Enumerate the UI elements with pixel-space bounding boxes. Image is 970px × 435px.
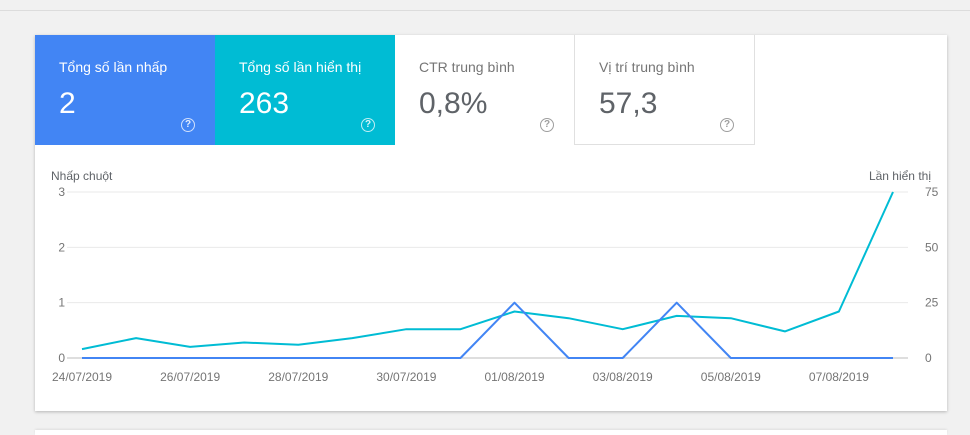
help-icon[interactable]: ?	[540, 118, 554, 132]
metric-value: 2	[59, 87, 76, 120]
x-tick-label: 07/08/2019	[809, 370, 869, 384]
metric-label: CTR trung bình	[419, 59, 515, 75]
performance-card: Tổng số lần nhấp 2 ? Tổng số lần hiển th…	[35, 35, 947, 411]
x-tick-label: 26/07/2019	[160, 370, 220, 384]
left-axis-title: Nhấp chuột	[51, 169, 113, 183]
x-tick-label: 03/08/2019	[593, 370, 653, 384]
right-axis-title: Lần hiển thị	[868, 169, 931, 183]
y-tick-label: 0	[58, 351, 65, 365]
x-tick-label: 01/08/2019	[485, 370, 545, 384]
metric-value: 0,8%	[419, 87, 488, 120]
metric-label: Tổng số lần hiển thị	[239, 59, 362, 75]
next-card-edge	[35, 430, 947, 435]
y-tick-label: 1	[58, 296, 65, 310]
help-icon[interactable]: ?	[361, 118, 375, 132]
help-icon[interactable]: ?	[720, 118, 734, 132]
x-tick-label: 30/07/2019	[376, 370, 436, 384]
y-tick-label: 3	[58, 185, 65, 199]
y-tick-label: 2	[58, 240, 65, 254]
y2-tick-label: 50	[925, 240, 939, 254]
metric-value: 57,3	[599, 87, 658, 120]
y2-tick-label: 75	[925, 185, 939, 199]
y2-tick-label: 25	[925, 296, 939, 310]
x-tick-label: 05/08/2019	[701, 370, 761, 384]
performance-chart: Nhấp chuột Lần hiển thị 0 1 2 3 0 25 50 75 24/07…	[35, 145, 947, 411]
x-tick-label: 24/07/2019	[52, 370, 112, 384]
metric-average-ctr[interactable]: CTR trung bình 0,8% ?	[395, 35, 575, 145]
y2-tick-label: 0	[925, 351, 932, 365]
metric-label: Vị trí trung bình	[599, 59, 695, 75]
top-divider	[0, 10, 970, 11]
clicks-series-line	[82, 301, 893, 359]
metric-total-clicks[interactable]: Tổng số lần nhấp 2 ?	[35, 35, 215, 145]
metric-value: 263	[239, 87, 290, 120]
chart-svg: 0 1 2 3 0 25 50 75 24/07/2019 26/07/2019 28/07/201…	[52, 185, 939, 384]
help-icon[interactable]: ?	[181, 118, 195, 132]
x-tick-label: 28/07/2019	[268, 370, 328, 384]
metric-label: Tổng số lần nhấp	[59, 59, 168, 75]
metric-average-position[interactable]: Vị trí trung bình 57,3 ?	[575, 35, 755, 145]
impressions-series-line	[81, 191, 894, 351]
metric-total-impressions[interactable]: Tổng số lần hiển thị 263 ?	[215, 35, 395, 145]
